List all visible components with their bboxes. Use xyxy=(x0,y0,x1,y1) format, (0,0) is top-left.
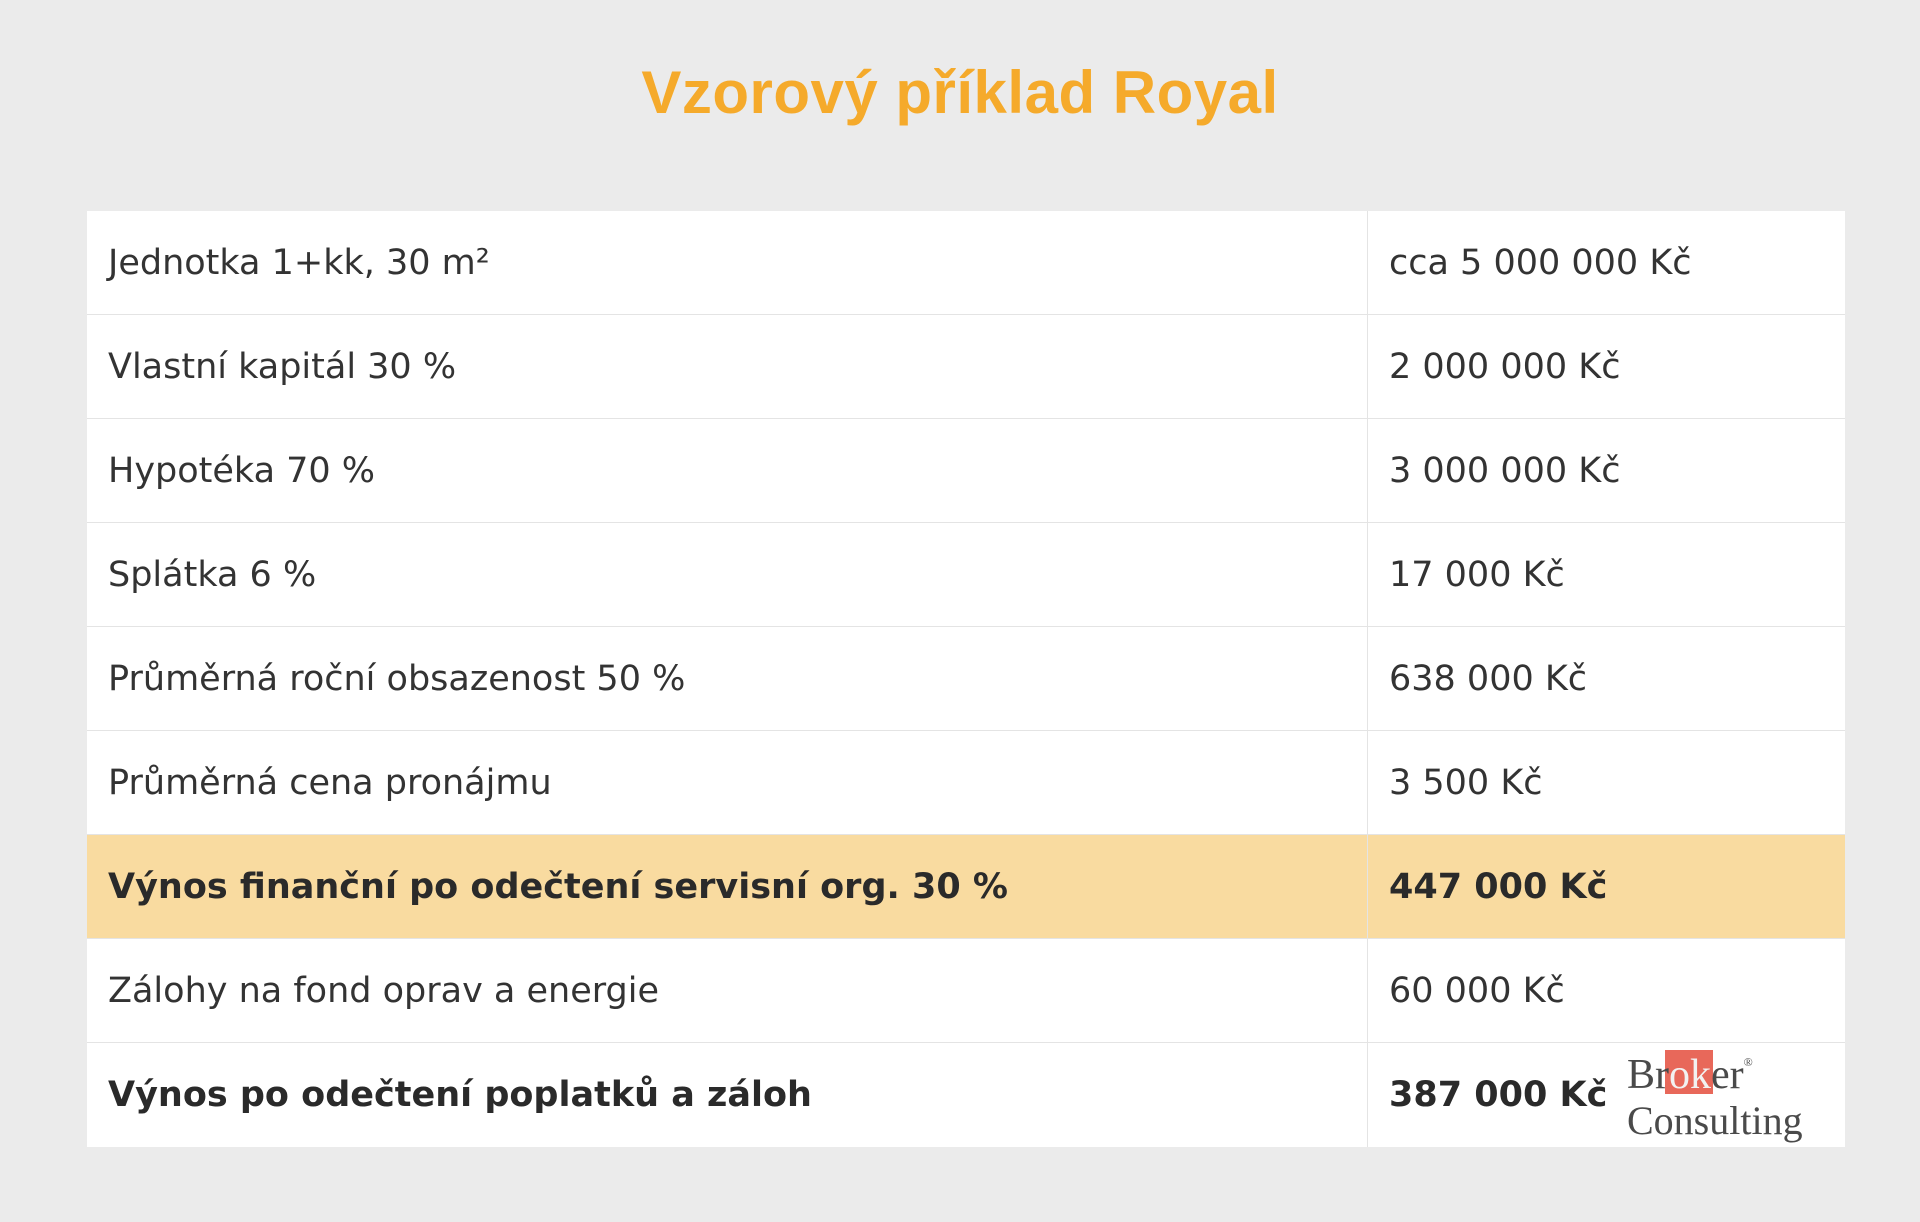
row-value: 638 000 Kč xyxy=(1389,658,1588,699)
row-label: Jednotka 1+kk, 30 m² xyxy=(87,211,1368,314)
broker-consulting-logo: Broker® Consulting xyxy=(1627,1050,1803,1143)
table-row-total: Výnos po odečtení poplatků a záloh 387 00… xyxy=(87,1043,1845,1147)
table-row: Zálohy na fond oprav a energie 60 000 Kč xyxy=(87,939,1845,1043)
logo-consulting-text: Consulting xyxy=(1627,1098,1803,1143)
table-row: Hypotéka 70 % 3 000 000 Kč xyxy=(87,419,1845,523)
row-label: Hypotéka 70 % xyxy=(87,419,1368,522)
row-label: Průměrná roční obsazenost 50 % xyxy=(87,627,1368,730)
row-label: Splátka 6 % xyxy=(87,523,1368,626)
logo-red-square xyxy=(1665,1050,1713,1094)
table-row: Splátka 6 % 17 000 Kč xyxy=(87,523,1845,627)
table-row-highlighted: Výnos finanční po odečtení servisní org.… xyxy=(87,835,1845,939)
row-value: 2 000 000 Kč xyxy=(1389,346,1621,387)
row-label: Výnos finanční po odečtení servisní org.… xyxy=(87,835,1368,938)
table-row: Jednotka 1+kk, 30 m² cca 5 000 000 Kč xyxy=(87,211,1845,315)
example-table: Jednotka 1+kk, 30 m² cca 5 000 000 Kč Vla… xyxy=(87,211,1845,1147)
logo-broker-text: Broker® xyxy=(1627,1052,1753,1098)
row-label: Vlastní kapitál 30 % xyxy=(87,315,1368,418)
table-row: Průměrná roční obsazenost 50 % 638 000 Kč xyxy=(87,627,1845,731)
row-value: 387 000 Kč xyxy=(1389,1075,1608,1115)
row-value: 17 000 Kč xyxy=(1389,554,1565,595)
row-label: Zálohy na fond oprav a energie xyxy=(87,939,1368,1042)
row-label: Výnos po odečtení poplatků a záloh xyxy=(87,1043,1368,1147)
row-label: Průměrná cena pronájmu xyxy=(87,731,1368,834)
row-value: 3 000 000 Kč xyxy=(1389,450,1621,491)
row-value: 60 000 Kč xyxy=(1389,970,1565,1011)
table-row: Průměrná cena pronájmu 3 500 Kč xyxy=(87,731,1845,835)
row-value: 3 500 Kč xyxy=(1389,762,1543,803)
table-row: Vlastní kapitál 30 % 2 000 000 Kč xyxy=(87,315,1845,419)
page-title: Vzorový příklad Royal xyxy=(641,59,1279,126)
row-value: cca 5 000 000 Kč xyxy=(1389,242,1692,283)
row-value: 447 000 Kč xyxy=(1389,866,1608,907)
